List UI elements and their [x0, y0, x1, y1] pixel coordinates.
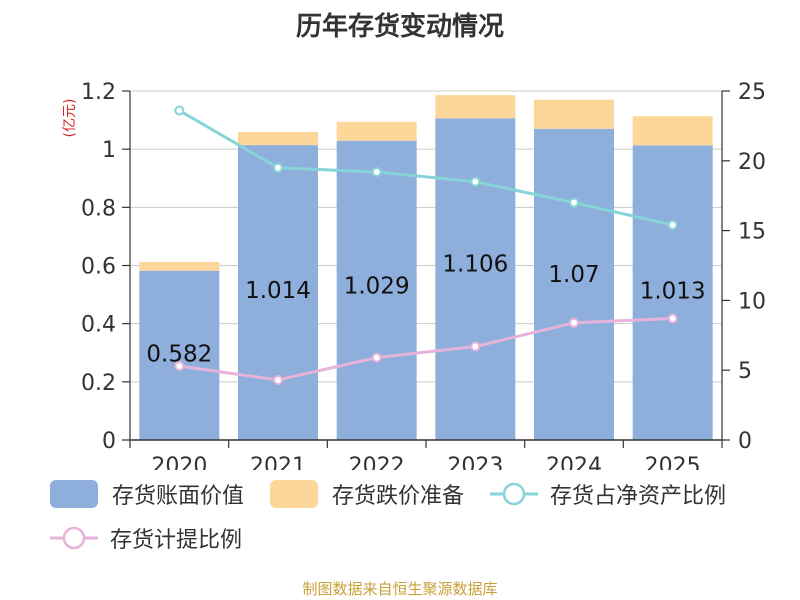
data-label: 1.014 — [245, 278, 311, 304]
bar-inventory-book — [534, 128, 614, 440]
bar-inventory-book — [336, 140, 417, 441]
legend-swatch-ratio-net-assets — [490, 482, 539, 506]
right-tick-label: 25 — [738, 80, 766, 105]
legend-label-inventory-book: 存货账面价值 — [112, 484, 245, 509]
data-label: 1.106 — [442, 251, 508, 277]
legend-swatch-impairment — [270, 480, 319, 508]
right-tick-label: 0 — [738, 429, 752, 454]
right-tick-label: 20 — [738, 150, 766, 175]
bar-impairment — [336, 121, 417, 141]
left-tick-label: 0.6 — [81, 255, 116, 280]
legend-swatch-provision-ratio — [50, 526, 98, 550]
left-tick-label: 1 — [102, 138, 116, 163]
bar-impairment — [435, 95, 516, 119]
left-tick-label: 0.2 — [81, 371, 116, 396]
ratio-net-assets-point — [273, 162, 283, 173]
left-tick-label: 0 — [102, 429, 116, 454]
bar-impairment — [139, 262, 220, 271]
data-label: 1.07 — [548, 262, 599, 288]
provision-ratio-point — [273, 374, 283, 385]
right-tick-label: 5 — [738, 359, 752, 384]
provision-ratio-point — [470, 341, 481, 352]
provision-ratio-point — [371, 352, 382, 363]
legend-label-provision-ratio: 存货计提比例 — [110, 528, 243, 553]
data-label: 0.582 — [146, 342, 212, 368]
ratio-net-assets-line — [178, 109, 673, 227]
left-axis-unit: (亿元) — [62, 99, 78, 138]
legend-item-inventory-book[interactable]: 存货账面价值 — [50, 478, 244, 510]
left-tick-label: 0.8 — [81, 196, 116, 221]
x-tick-label: 2021 — [250, 454, 306, 470]
source-note: 制图数据来自恒生聚源数据库 — [302, 580, 498, 598]
x-tick-label: 2020 — [151, 454, 207, 470]
legend-item-provision-ratio[interactable]: 存货计提比例 — [50, 522, 242, 554]
bar-inventory-book — [435, 118, 516, 441]
x-tick-label: 2025 — [645, 454, 701, 470]
legend-label-impairment: 存货跌价准备 — [332, 484, 465, 509]
legend-item-impairment[interactable]: 存货跌价准备 — [270, 478, 464, 510]
bar-impairment — [238, 132, 318, 146]
data-label: 1.029 — [344, 274, 410, 300]
x-tick-label: 2023 — [447, 454, 503, 470]
ratio-net-assets-point — [470, 176, 481, 187]
legend: 存货账面价值 存货跌价准备 存货占净资产比例 存货计提比例 — [50, 472, 790, 560]
x-tick-label: 2024 — [546, 454, 602, 470]
ratio-net-assets-point — [174, 105, 185, 116]
legend-label-ratio-net-assets: 存货占净资产比例 — [550, 484, 727, 509]
data-label: 1.013 — [640, 278, 706, 304]
left-tick-label: 0.4 — [81, 313, 116, 338]
right-tick-label: 15 — [738, 220, 766, 245]
bar-impairment — [534, 99, 614, 129]
provision-ratio-point — [569, 317, 579, 328]
provision-ratio-line — [179, 317, 673, 382]
ratio-net-assets-point — [667, 220, 678, 231]
bar-inventory-book — [139, 270, 220, 440]
left-tick-label: 1.2 — [81, 80, 116, 105]
bar-inventory-book — [238, 145, 318, 440]
bar-inventory-book — [632, 145, 713, 440]
ratio-net-assets-point — [371, 166, 382, 177]
right-tick-label: 10 — [738, 289, 766, 314]
provision-ratio-point — [667, 313, 678, 324]
chart-title: 历年存货变动情况 — [295, 12, 504, 42]
ratio-net-assets-point — [569, 197, 579, 208]
legend-item-ratio-net-assets[interactable]: 存货占净资产比例 — [490, 478, 726, 510]
provision-ratio-point — [174, 361, 185, 372]
bar-impairment — [632, 116, 713, 146]
x-tick-label: 2022 — [349, 454, 405, 470]
legend-swatch-inventory-book — [50, 480, 98, 508]
